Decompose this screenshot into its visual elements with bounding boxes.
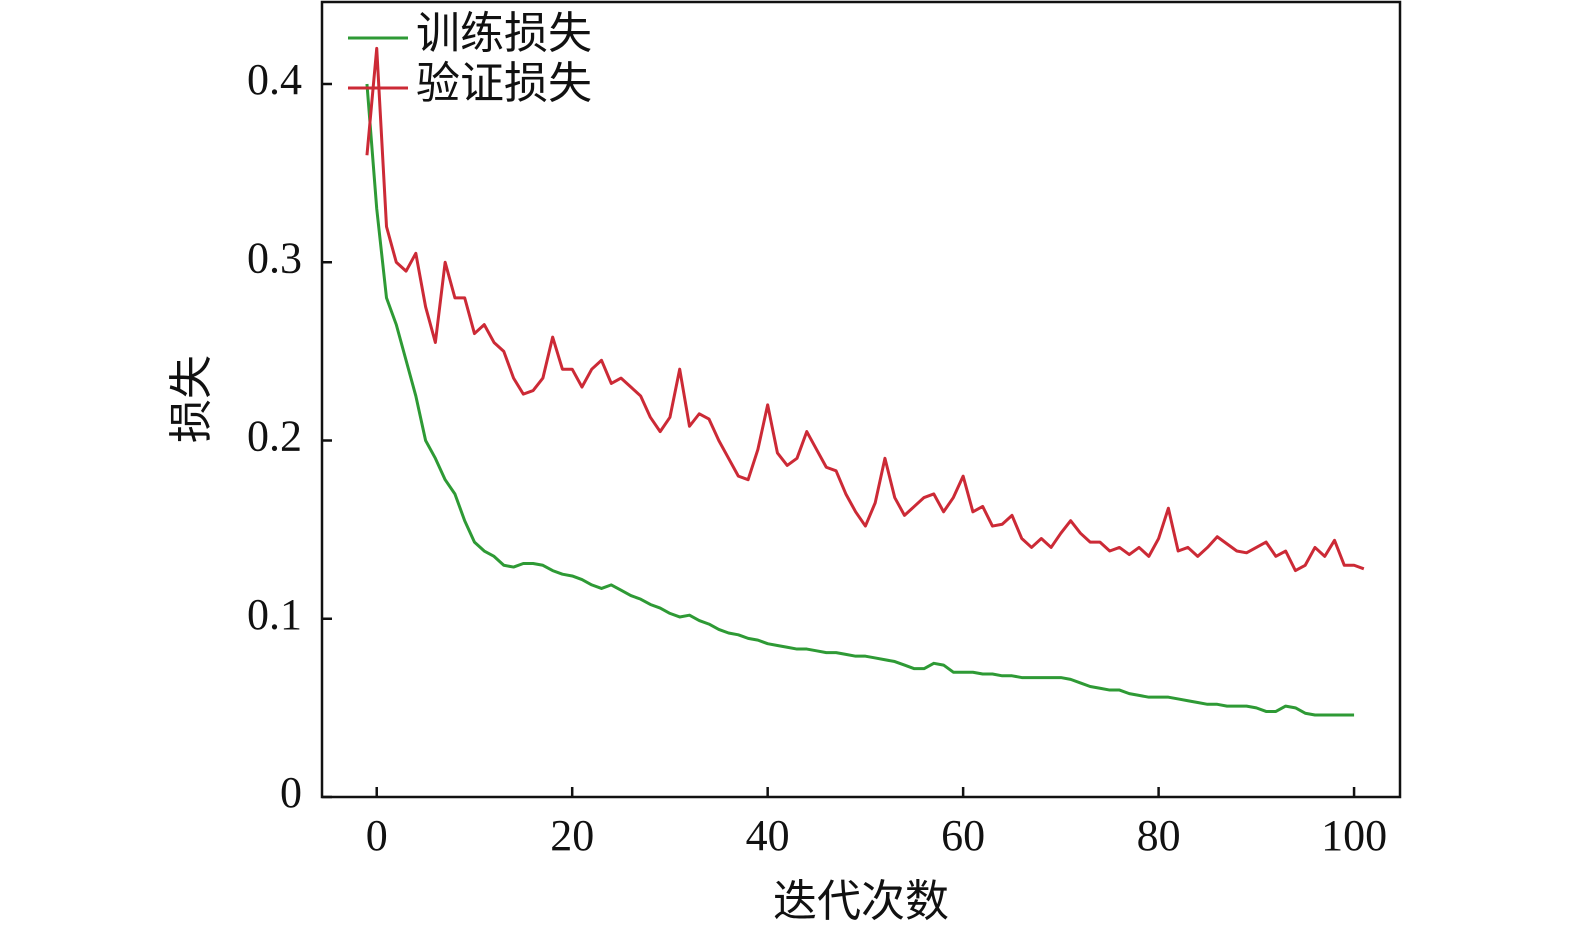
y-axis-label: 损失 <box>167 355 216 443</box>
y-tick-label: 0 <box>280 768 302 817</box>
x-tick-label: 0 <box>366 811 388 860</box>
y-tick-label: 0.3 <box>247 233 302 282</box>
legend-label: 训练损失 <box>416 9 592 58</box>
y-tick-label: 0.4 <box>247 55 302 104</box>
x-tick-label: 80 <box>1137 811 1181 860</box>
legend-label: 验证损失 <box>416 59 592 108</box>
x-tick-label: 100 <box>1321 811 1387 860</box>
x-tick-label: 60 <box>941 811 985 860</box>
x-tick-label: 40 <box>746 811 790 860</box>
y-tick-label: 0.2 <box>247 412 302 461</box>
x-axis-label: 迭代次数 <box>773 877 949 926</box>
plot-frame <box>320 0 1402 799</box>
series-line <box>365 83 1355 717</box>
y-tick-label: 0.1 <box>247 590 302 639</box>
x-tick-label: 20 <box>550 811 594 860</box>
series-line <box>365 46 1365 573</box>
